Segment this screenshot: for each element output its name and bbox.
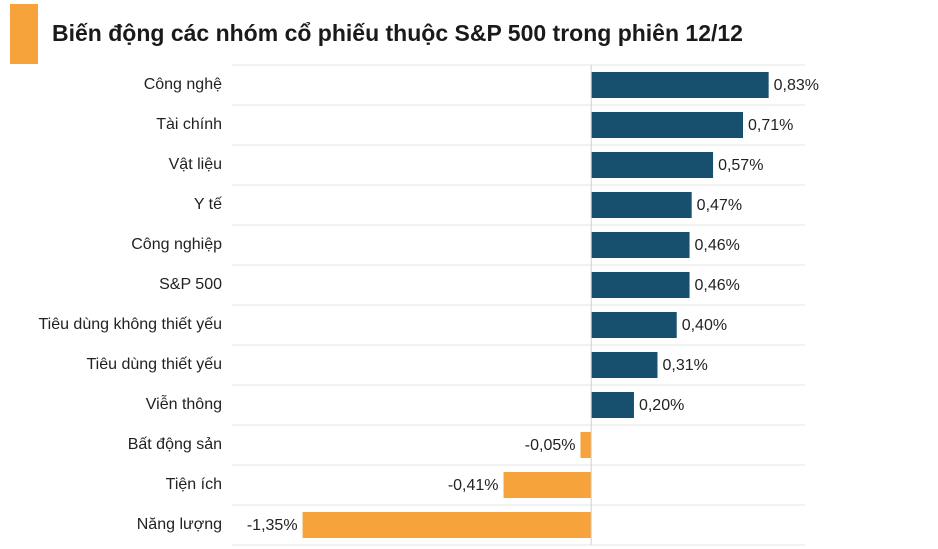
bar	[302, 512, 592, 538]
value-label: 0,31%	[662, 357, 707, 374]
value-label: 0,46%	[695, 237, 740, 254]
value-label: -0,05%	[525, 437, 576, 454]
value-label: 0,40%	[682, 317, 727, 334]
category-label: Tiêu dùng không thiết yếu	[38, 316, 222, 333]
bar	[591, 232, 690, 258]
category-label: Y tế	[194, 196, 222, 213]
category-label: Vật liệu	[169, 156, 222, 173]
value-label: 0,57%	[718, 157, 763, 174]
bar	[591, 352, 658, 378]
category-label: Tiêu dùng thiết yếu	[87, 356, 223, 373]
bar	[580, 432, 592, 458]
category-label: Công nghiệp	[131, 236, 222, 253]
bar	[591, 192, 692, 218]
bar	[591, 272, 690, 298]
category-label: Bất động sản	[128, 436, 222, 453]
value-label: 0,47%	[697, 197, 742, 214]
category-label: Công nghệ	[144, 76, 222, 93]
title-accent	[10, 4, 38, 64]
chart-title: Biến động các nhóm cổ phiếu thuộc S&P 50…	[52, 20, 743, 46]
category-label: Tài chính	[156, 116, 222, 133]
bar	[503, 472, 592, 498]
value-label: 0,46%	[695, 277, 740, 294]
value-label: -1,35%	[247, 517, 298, 534]
category-label: S&P 500	[159, 276, 222, 293]
bar	[591, 152, 714, 178]
bar	[591, 312, 677, 338]
bar	[591, 72, 769, 98]
value-label: -0,41%	[448, 477, 499, 494]
bar	[591, 392, 634, 418]
value-label: 0,83%	[774, 77, 819, 94]
category-label: Tiện ích	[166, 476, 222, 493]
bar	[591, 112, 743, 138]
value-label: 0,71%	[748, 117, 793, 134]
category-label: Viễn thông	[146, 394, 222, 413]
value-label: 0,20%	[639, 397, 684, 414]
category-label: Năng lượng	[137, 516, 222, 533]
